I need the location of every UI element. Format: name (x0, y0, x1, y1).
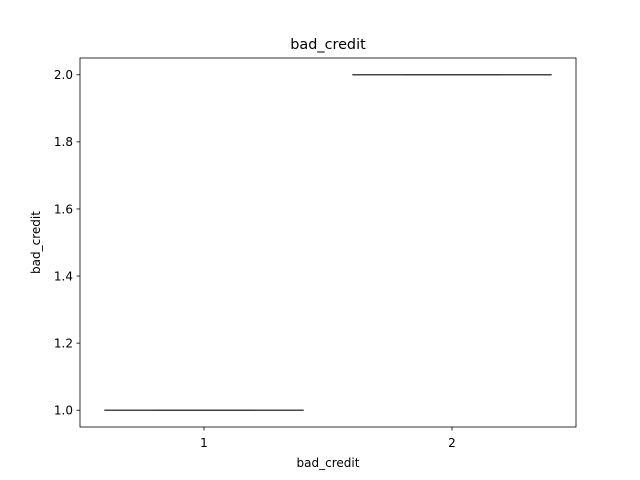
x-tick-label: 2 (448, 436, 456, 450)
y-tick-label: 1.8 (54, 135, 73, 149)
y-tick-label: 1.0 (54, 404, 73, 418)
y-tick-label: 2.0 (54, 68, 73, 82)
x-axis-label: bad_credit (297, 456, 360, 470)
chart-title: bad_credit (290, 37, 366, 53)
y-axis-label: bad_credit (29, 211, 43, 274)
axes-frame (79, 57, 577, 428)
y-axis-ticks: 1.0 1.2 1.4 1.6 1.8 2.0 (54, 68, 80, 418)
x-tick-label: 1 (200, 436, 208, 450)
plot-area (104, 74, 552, 411)
y-tick-label: 1.6 (54, 202, 73, 216)
y-tick-label: 1.2 (54, 336, 73, 350)
y-tick-label: 1.4 (54, 269, 73, 283)
